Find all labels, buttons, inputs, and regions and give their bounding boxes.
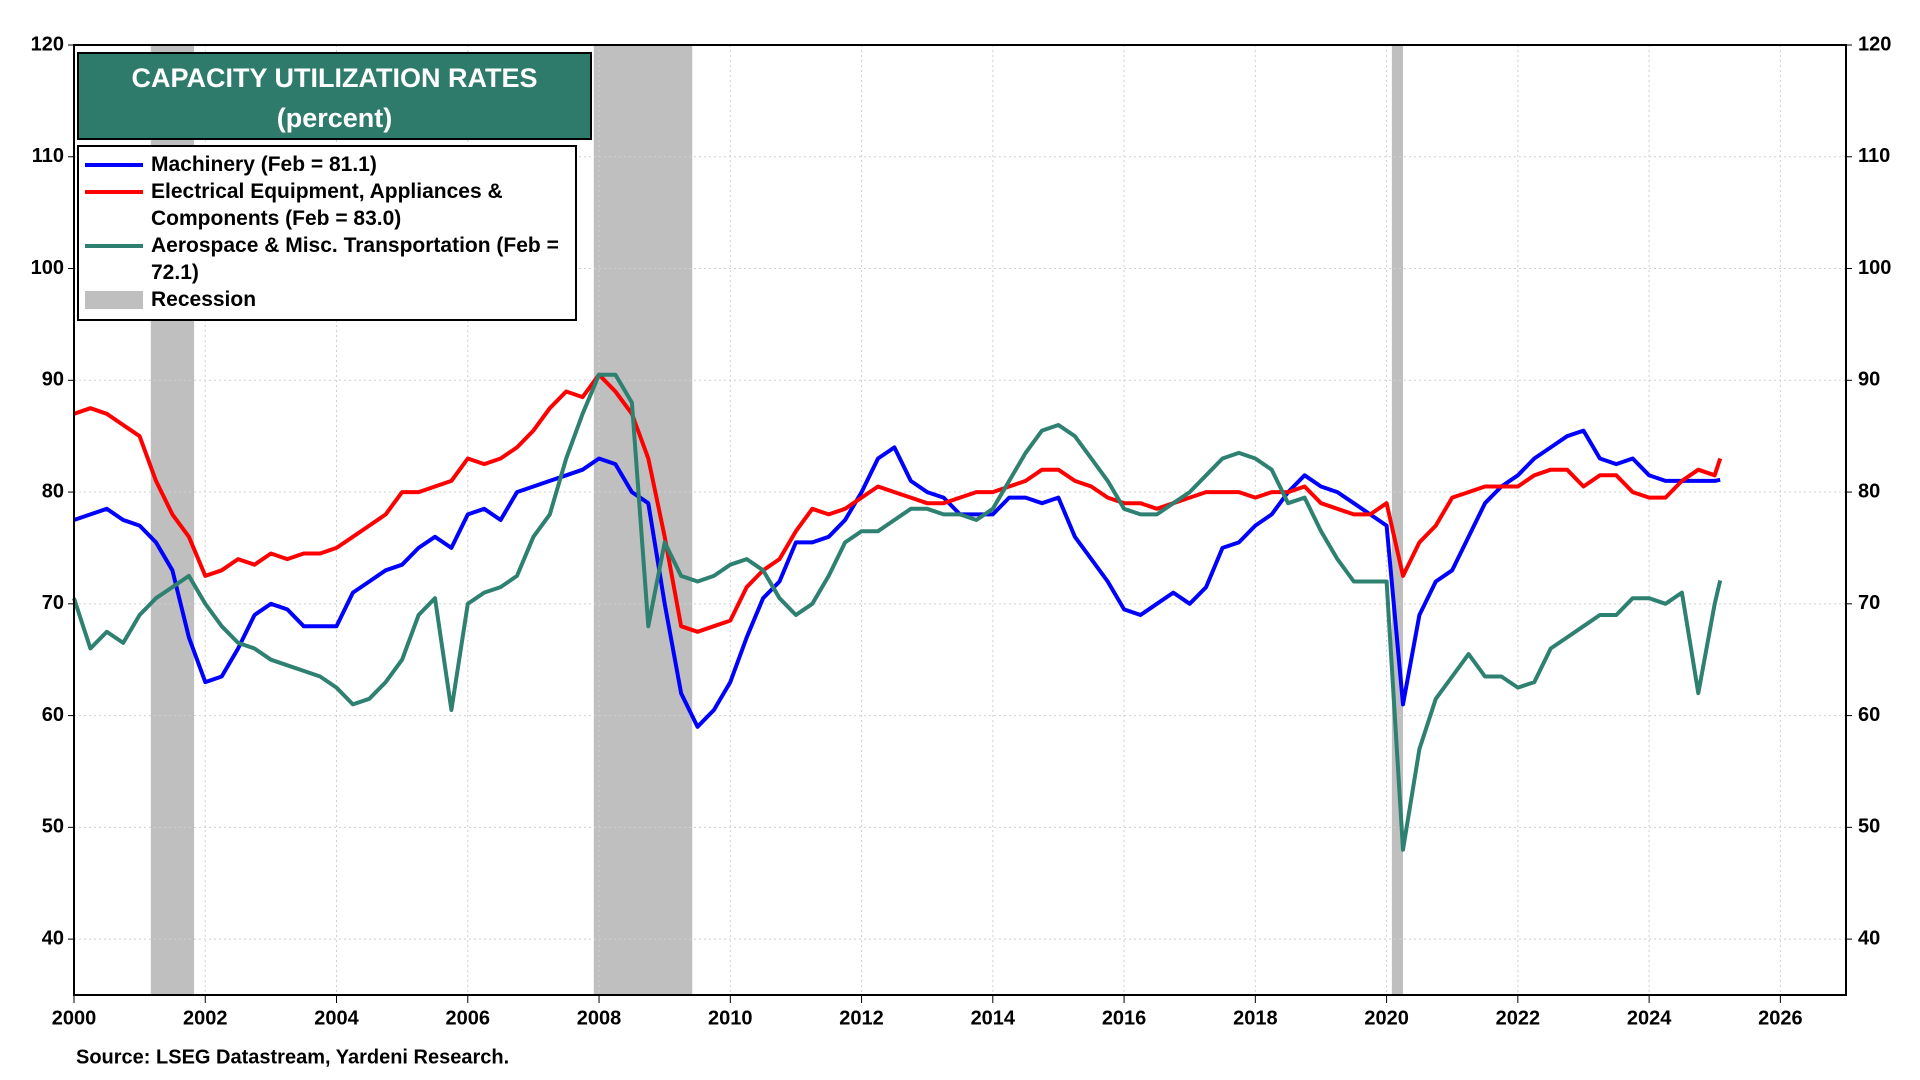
series-line bbox=[73, 372, 1723, 634]
y2-tick-label: 110 bbox=[1858, 145, 1890, 167]
legend-swatch bbox=[85, 291, 143, 309]
x-tick-label: 2000 bbox=[52, 1007, 97, 1029]
legend-item: Machinery (Feb = 81.1) bbox=[85, 151, 569, 178]
series-line bbox=[73, 428, 1721, 729]
y2-tick-label: 100 bbox=[1858, 257, 1891, 279]
source: Source: LSEG Datastream, Yardeni Researc… bbox=[76, 1046, 509, 1068]
x-tick-label: 2014 bbox=[971, 1007, 1016, 1029]
legend-item: Electrical Equipment, Appliances & Compo… bbox=[85, 178, 569, 232]
title-box: CAPACITY UTILIZATION RATES (percent) bbox=[77, 52, 592, 140]
x-tick-label: 2004 bbox=[314, 1007, 359, 1029]
x-tick-label: 2002 bbox=[183, 1007, 228, 1029]
y2-tick-label: 80 bbox=[1858, 480, 1880, 502]
x-tick-label: 2022 bbox=[1496, 1007, 1541, 1029]
x-tick-label: 2012 bbox=[839, 1007, 884, 1029]
y2-tick-label: 40 bbox=[1858, 927, 1880, 949]
y-tick-label: 90 bbox=[42, 369, 64, 391]
legend-swatch bbox=[85, 244, 143, 248]
x-tick-label: 2024 bbox=[1627, 1007, 1672, 1029]
chart-subtitle: (percent) bbox=[276, 103, 393, 133]
legend-swatch bbox=[85, 190, 143, 194]
y-tick-label: 70 bbox=[42, 592, 64, 614]
y-tick-label: 110 bbox=[32, 145, 64, 167]
y2-tick-label: 50 bbox=[1858, 816, 1880, 838]
legend-swatch bbox=[85, 163, 143, 167]
chart-title: CAPACITY UTILIZATION RATES bbox=[131, 63, 538, 93]
y2-tick-label: 120 bbox=[1858, 33, 1891, 55]
y-tick-label: 40 bbox=[42, 927, 64, 949]
series-line bbox=[72, 372, 1723, 852]
recession-band bbox=[593, 45, 693, 995]
legend-item: Recession bbox=[85, 286, 569, 313]
legend-label: Electrical Equipment, Appliances & Compo… bbox=[151, 180, 503, 230]
y-tick-label: 120 bbox=[31, 33, 64, 55]
legend-label: Recession bbox=[151, 288, 257, 311]
y2-tick-label: 60 bbox=[1858, 704, 1880, 726]
y2-tick-label: 70 bbox=[1858, 592, 1880, 614]
x-tick-label: 2010 bbox=[708, 1007, 753, 1029]
x-tick-label: 2008 bbox=[577, 1007, 622, 1029]
plot-frame bbox=[73, 44, 1847, 996]
y-tick-label: 60 bbox=[42, 704, 64, 726]
x-tick-label: 2020 bbox=[1364, 1007, 1409, 1029]
recession-band bbox=[1391, 45, 1403, 995]
legend-label: Machinery (Feb = 81.1) bbox=[151, 153, 377, 176]
y2-tick-label: 90 bbox=[1858, 369, 1880, 391]
x-tick-label: 2026 bbox=[1758, 1007, 1803, 1029]
legend: Machinery (Feb = 81.1) Electrical Equipme… bbox=[77, 145, 577, 321]
legend-label: Aerospace & Misc. Transportation (Feb = … bbox=[151, 234, 559, 284]
y-tick-label: 50 bbox=[42, 816, 64, 838]
y-tick-label: 100 bbox=[31, 257, 64, 279]
x-tick-label: 2006 bbox=[446, 1007, 491, 1029]
x-tick-label: 2018 bbox=[1233, 1007, 1278, 1029]
legend-item: Aerospace & Misc. Transportation (Feb = … bbox=[85, 232, 569, 286]
x-tick-label: 2016 bbox=[1102, 1007, 1147, 1029]
y-tick-label: 80 bbox=[42, 480, 64, 502]
